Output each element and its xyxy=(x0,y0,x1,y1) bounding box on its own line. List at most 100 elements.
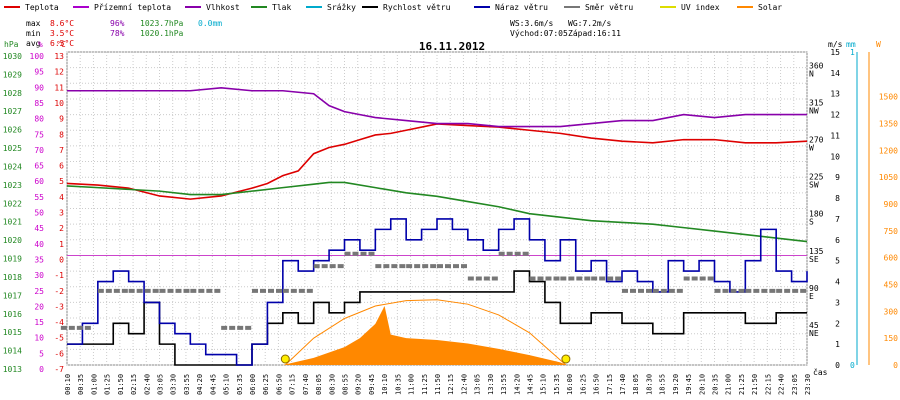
x-tick-label: 01:50 xyxy=(117,374,125,395)
x-tick-label: 18:05 xyxy=(632,374,640,395)
y-tick-direction: N xyxy=(809,69,814,78)
x-tick-label: 21:50 xyxy=(751,374,759,395)
stat-sunrise: Východ:07:05 xyxy=(510,29,568,38)
y-tick-rain: 0 xyxy=(850,361,855,370)
y-tick-wind: 9 xyxy=(835,173,840,182)
y-tick-direction: 90 xyxy=(809,284,819,293)
x-tick-label: 04:45 xyxy=(209,374,217,395)
x-tick-label: 19:20 xyxy=(672,374,680,395)
y-tick-wind: 11 xyxy=(830,131,840,140)
x-tick-label: 06:50 xyxy=(275,374,283,395)
y-tick-pressure: 1017 xyxy=(3,291,22,300)
y-tick-wind: 12 xyxy=(830,111,840,120)
x-tick-label: 05:10 xyxy=(223,374,231,395)
y-tick-temperature: -6 xyxy=(54,349,64,358)
y-unit-rain: mm xyxy=(846,40,856,49)
x-tick-label: 11:25 xyxy=(421,374,429,395)
x-tick-label: 05:35 xyxy=(236,374,244,395)
y-tick-wind: 13 xyxy=(830,90,840,99)
x-tick-label: 20:35 xyxy=(712,374,720,395)
x-tick-label: 10:10 xyxy=(381,374,389,395)
y-tick-direction: 45 xyxy=(809,321,819,330)
y-tick-pressure: 1027 xyxy=(3,107,22,116)
stat-max-rain: 0.0mm xyxy=(198,19,222,28)
chart-title: 16.11.2012 xyxy=(419,40,485,53)
y-tick-humidity: 70 xyxy=(34,146,44,155)
y-tick-pressure: 1013 xyxy=(3,365,22,374)
x-tick-label: 15:10 xyxy=(540,374,548,395)
y-tick-temperature: 8 xyxy=(59,130,64,139)
y-tick-solar: 600 xyxy=(884,254,899,263)
y-tick-humidity: 85 xyxy=(34,99,44,108)
y-tick-temperature: -3 xyxy=(54,302,64,311)
y-tick-humidity: 0 xyxy=(39,365,44,374)
y-tick-pressure: 1022 xyxy=(3,199,22,208)
y-tick-pressure: 1018 xyxy=(3,273,22,282)
stat-max-hum: 96% xyxy=(110,19,125,28)
x-tick-label: 02:40 xyxy=(143,374,151,395)
y-tick-direction: 135 xyxy=(809,247,824,256)
y-tick-direction: 180 xyxy=(809,210,824,219)
y-tick-pressure: 1024 xyxy=(3,162,22,171)
y-tick-humidity: 20 xyxy=(34,302,44,311)
x-tick-label: 17:15 xyxy=(606,374,614,395)
marker-sunrise xyxy=(280,354,290,364)
y-tick-wind: 4 xyxy=(835,278,840,287)
stat-max-temp: 8.6°C xyxy=(50,19,74,28)
y-tick-temperature: 12 xyxy=(54,68,64,77)
x-tick-label: 08:30 xyxy=(328,374,336,395)
y-tick-pressure: 1020 xyxy=(3,236,22,245)
y-unit-temperature: °C xyxy=(56,40,66,49)
x-tick-label: 14:20 xyxy=(513,374,521,395)
y-tick-humidity: 5 xyxy=(39,349,44,358)
y-tick-humidity: 90 xyxy=(34,83,44,92)
y-tick-solar: 450 xyxy=(884,281,899,290)
legend-label: Náraz větru xyxy=(495,3,548,12)
y-tick-solar: 300 xyxy=(884,307,899,316)
stat-min-temp: 3.5°C xyxy=(50,29,74,38)
y-tick-humidity: 80 xyxy=(34,115,44,124)
x-tick-label: 17:40 xyxy=(619,374,627,395)
y-tick-direction: 270 xyxy=(809,136,824,145)
y-unit-pressure: hPa xyxy=(4,40,19,49)
x-tick-label: 22:40 xyxy=(778,374,786,395)
series-Vlhkost xyxy=(67,86,807,128)
y-tick-direction: SE xyxy=(809,255,819,264)
x-tick-label: 19:45 xyxy=(685,374,693,395)
x-tick-label: 16:25 xyxy=(579,374,587,395)
y-tick-direction: S xyxy=(809,218,814,227)
legend-label: Solar xyxy=(758,3,782,12)
y-tick-pressure: 1021 xyxy=(3,218,22,227)
series-solar-area xyxy=(282,305,567,365)
x-axis-label: čas xyxy=(813,367,828,377)
series-Tlak xyxy=(66,181,808,243)
y-tick-humidity: 35 xyxy=(34,255,44,264)
y-tick-pressure: 1030 xyxy=(3,52,22,61)
x-tick-label: 23:05 xyxy=(791,374,799,395)
x-tick-label: 14:45 xyxy=(527,374,535,395)
y-tick-solar: 150 xyxy=(884,334,899,343)
y-tick-humidity: 10 xyxy=(34,334,44,343)
x-tick-label: 11:50 xyxy=(434,374,442,395)
y-tick-temperature: -7 xyxy=(54,365,64,374)
series-solar-theoretical xyxy=(284,299,567,366)
y-tick-pressure: 1014 xyxy=(3,347,22,356)
x-tick-label: 00:10 xyxy=(64,374,72,395)
y-tick-wind: 5 xyxy=(835,257,840,266)
y-tick-solar: 0 xyxy=(893,361,898,370)
y-tick-temperature: 4 xyxy=(59,193,64,202)
y-tick-temperature: -5 xyxy=(54,334,64,343)
x-tick-label: 08:05 xyxy=(315,374,323,395)
x-tick-label: 16:00 xyxy=(566,374,574,395)
y-tick-wind: 1 xyxy=(835,340,840,349)
x-tick-label: 06:00 xyxy=(249,374,257,395)
x-tick-label: 15:35 xyxy=(553,374,561,395)
x-tick-label: 23:30 xyxy=(804,374,812,395)
y-tick-temperature: 13 xyxy=(54,52,64,61)
x-tick-label: 08:55 xyxy=(342,374,350,395)
stat-label: avg xyxy=(26,39,41,48)
marker-sunset xyxy=(561,354,571,364)
series-Náraz větru xyxy=(67,218,808,366)
